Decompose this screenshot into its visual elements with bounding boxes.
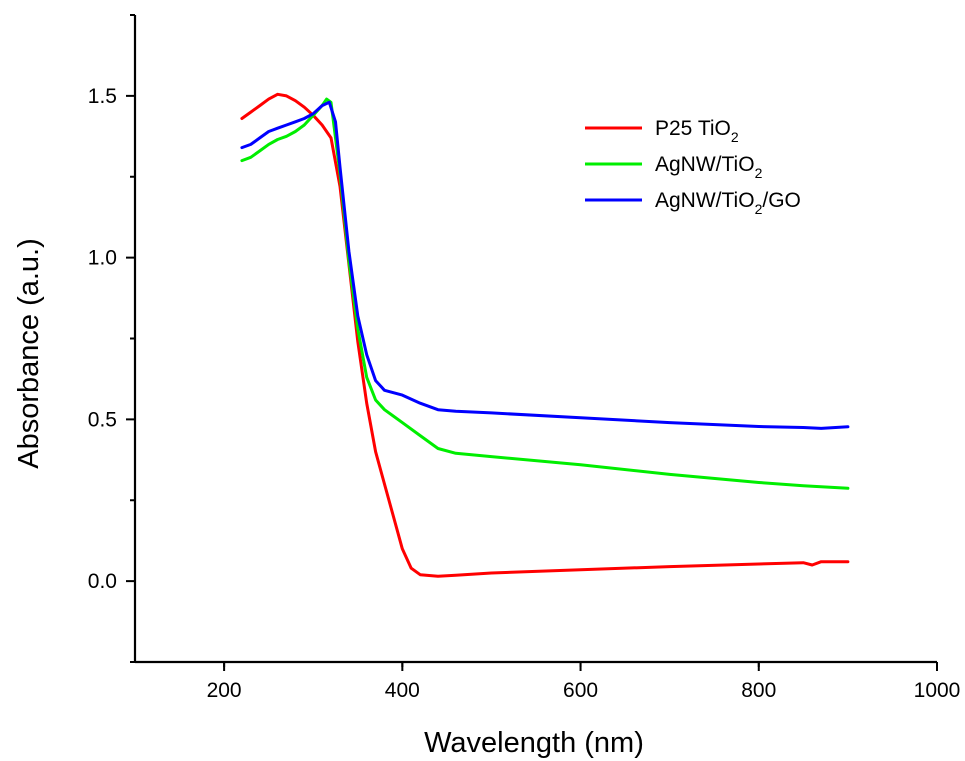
legend-label: AgNW/TiO2	[655, 153, 763, 181]
x-tick-label: 200	[207, 679, 242, 702]
legend-label: AgNW/TiO2/GO	[655, 189, 801, 217]
y-axis-title: Absorbance (a.u.)	[13, 238, 45, 469]
series-lines	[240, 92, 850, 578]
ticks: 200 400 600 800 1000 0.0 0.5 1.0 1.5	[88, 14, 961, 702]
x-tick-label: 800	[741, 679, 776, 702]
series-line	[240, 92, 850, 578]
x-tick-label: 600	[563, 679, 598, 702]
x-axis-title: Wavelength (nm)	[424, 727, 644, 759]
series-line	[240, 97, 850, 490]
legend: P25 TiO2 AgNW/TiO2 AgNW/TiO2/GO	[585, 117, 801, 217]
y-tick-label: 0.0	[88, 570, 117, 593]
x-tick-label: 1000	[914, 679, 961, 702]
series-line	[240, 100, 850, 430]
y-tick-label: 1.0	[88, 247, 117, 270]
y-tick-label: 0.5	[88, 408, 117, 431]
x-tick-label: 400	[385, 679, 420, 702]
axes	[133, 15, 937, 664]
y-tick-label: 1.5	[88, 85, 117, 108]
legend-label: P25 TiO2	[655, 117, 739, 145]
